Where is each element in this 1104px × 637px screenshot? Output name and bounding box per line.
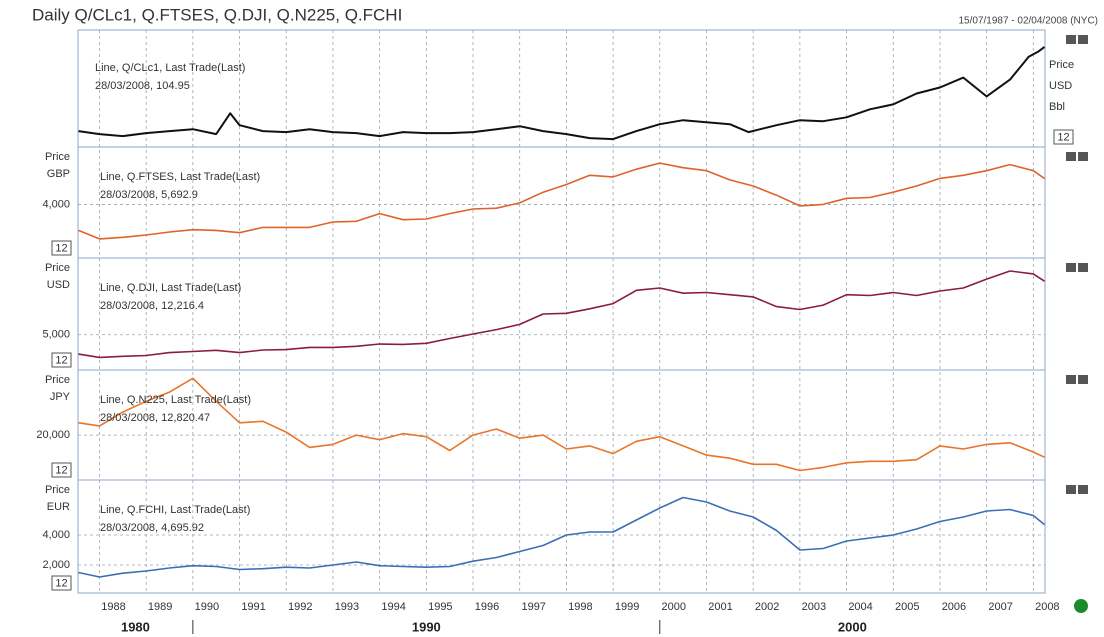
- legend-name: Line, Q.N225, Last Trade(Last): [100, 394, 251, 406]
- decade-label: 1990: [412, 619, 441, 634]
- legend-last-value: 28/03/2008, 104.95: [95, 80, 190, 92]
- panel-minimize[interactable]: [1066, 375, 1076, 384]
- x-tick-label: 2005: [895, 601, 919, 613]
- legend-name: Line, Q.FTSES, Last Trade(Last): [100, 171, 260, 183]
- axis-label: JPY: [50, 391, 71, 403]
- scale-label: 12: [55, 354, 67, 366]
- legend-last-value: 28/03/2008, 5,692.9: [100, 189, 198, 201]
- axis-label: Price: [45, 484, 70, 496]
- x-tick-label: 1993: [335, 601, 359, 613]
- y-tick-label: 20,000: [36, 429, 70, 441]
- x-tick-label: 1989: [148, 601, 172, 613]
- y-tick-label: 5,000: [42, 329, 70, 341]
- x-tick-label: 2001: [708, 601, 732, 613]
- decade-label: 1980: [121, 619, 150, 634]
- panel-close[interactable]: [1078, 35, 1088, 44]
- panel-minimize[interactable]: [1066, 485, 1076, 494]
- price-line: [78, 377, 1045, 472]
- panel-close[interactable]: [1078, 485, 1088, 494]
- x-tick-label: 2003: [802, 601, 826, 613]
- x-tick-label: 2008: [1035, 601, 1059, 613]
- x-tick-label: 1996: [475, 601, 499, 613]
- legend-last-value: 28/03/2008, 4,695.92: [100, 522, 204, 534]
- x-tick-label: 2006: [942, 601, 966, 613]
- axis-label: GBP: [47, 168, 70, 180]
- scale-label: 12: [55, 242, 67, 254]
- panel-minimize[interactable]: [1066, 35, 1076, 44]
- panel-close[interactable]: [1078, 152, 1088, 161]
- axis-label: Price: [45, 262, 70, 274]
- x-tick-label: 1994: [381, 601, 405, 613]
- y-tick-label: 4,000: [42, 529, 70, 541]
- chart-title: Daily Q/CLc1, Q.FTSES, Q.DJI, Q.N225, Q.…: [32, 5, 402, 24]
- axis-label: EUR: [47, 501, 70, 513]
- panel-minimize[interactable]: [1066, 152, 1076, 161]
- status-indicator[interactable]: [1074, 599, 1088, 613]
- legend-name: Line, Q/CLc1, Last Trade(Last): [95, 62, 245, 74]
- x-tick-label: 2004: [848, 601, 872, 613]
- axis-label: USD: [47, 279, 70, 291]
- panel-frame: [77, 479, 1046, 594]
- scale-label: 12: [55, 577, 67, 589]
- decade-label: 2000: [838, 619, 867, 634]
- price-line: [78, 162, 1045, 240]
- x-tick-label: 1992: [288, 601, 312, 613]
- y-tick-label: 4,000: [42, 198, 70, 210]
- x-tick-label: 1990: [195, 601, 219, 613]
- scale-label: 12: [1057, 131, 1069, 143]
- x-tick-label: 1995: [428, 601, 452, 613]
- scale-box[interactable]: [51, 575, 72, 591]
- panel-close[interactable]: [1078, 375, 1088, 384]
- legend-last-value: 28/03/2008, 12,820.47: [100, 412, 210, 424]
- x-tick-label: 1999: [615, 601, 639, 613]
- scale-box[interactable]: [1053, 129, 1074, 145]
- date-range: 15/07/1987 - 02/04/2008 (NYC): [958, 16, 1098, 27]
- price-line: [78, 270, 1045, 359]
- y-tick-label: 2,000: [42, 559, 70, 571]
- x-tick-label: 2000: [662, 601, 686, 613]
- legend-last-value: 28/03/2008, 12,216.4: [100, 300, 204, 312]
- scale-box[interactable]: [51, 352, 72, 368]
- x-tick-label: 1998: [568, 601, 592, 613]
- scale-box[interactable]: [51, 462, 72, 478]
- x-tick-label: 1988: [101, 601, 125, 613]
- price-line: [78, 46, 1046, 141]
- axis-label: Price: [1049, 59, 1074, 71]
- legend-name: Line, Q.FCHI, Last Trade(Last): [100, 504, 250, 516]
- axis-label: USD: [1049, 80, 1072, 92]
- scale-box[interactable]: [51, 240, 72, 256]
- price-line: [78, 496, 1046, 578]
- x-tick-label: 2002: [755, 601, 779, 613]
- x-tick-label: 1997: [521, 601, 545, 613]
- axis-label: Price: [45, 374, 70, 386]
- axis-label: Bbl: [1049, 101, 1065, 113]
- scale-label: 12: [55, 464, 67, 476]
- x-tick-label: 1991: [241, 601, 265, 613]
- legend-name: Line, Q.DJI, Last Trade(Last): [100, 282, 241, 294]
- axis-label: Price: [45, 151, 70, 163]
- panel-minimize[interactable]: [1066, 263, 1076, 272]
- x-tick-label: 2007: [988, 601, 1012, 613]
- panel-close[interactable]: [1078, 263, 1088, 272]
